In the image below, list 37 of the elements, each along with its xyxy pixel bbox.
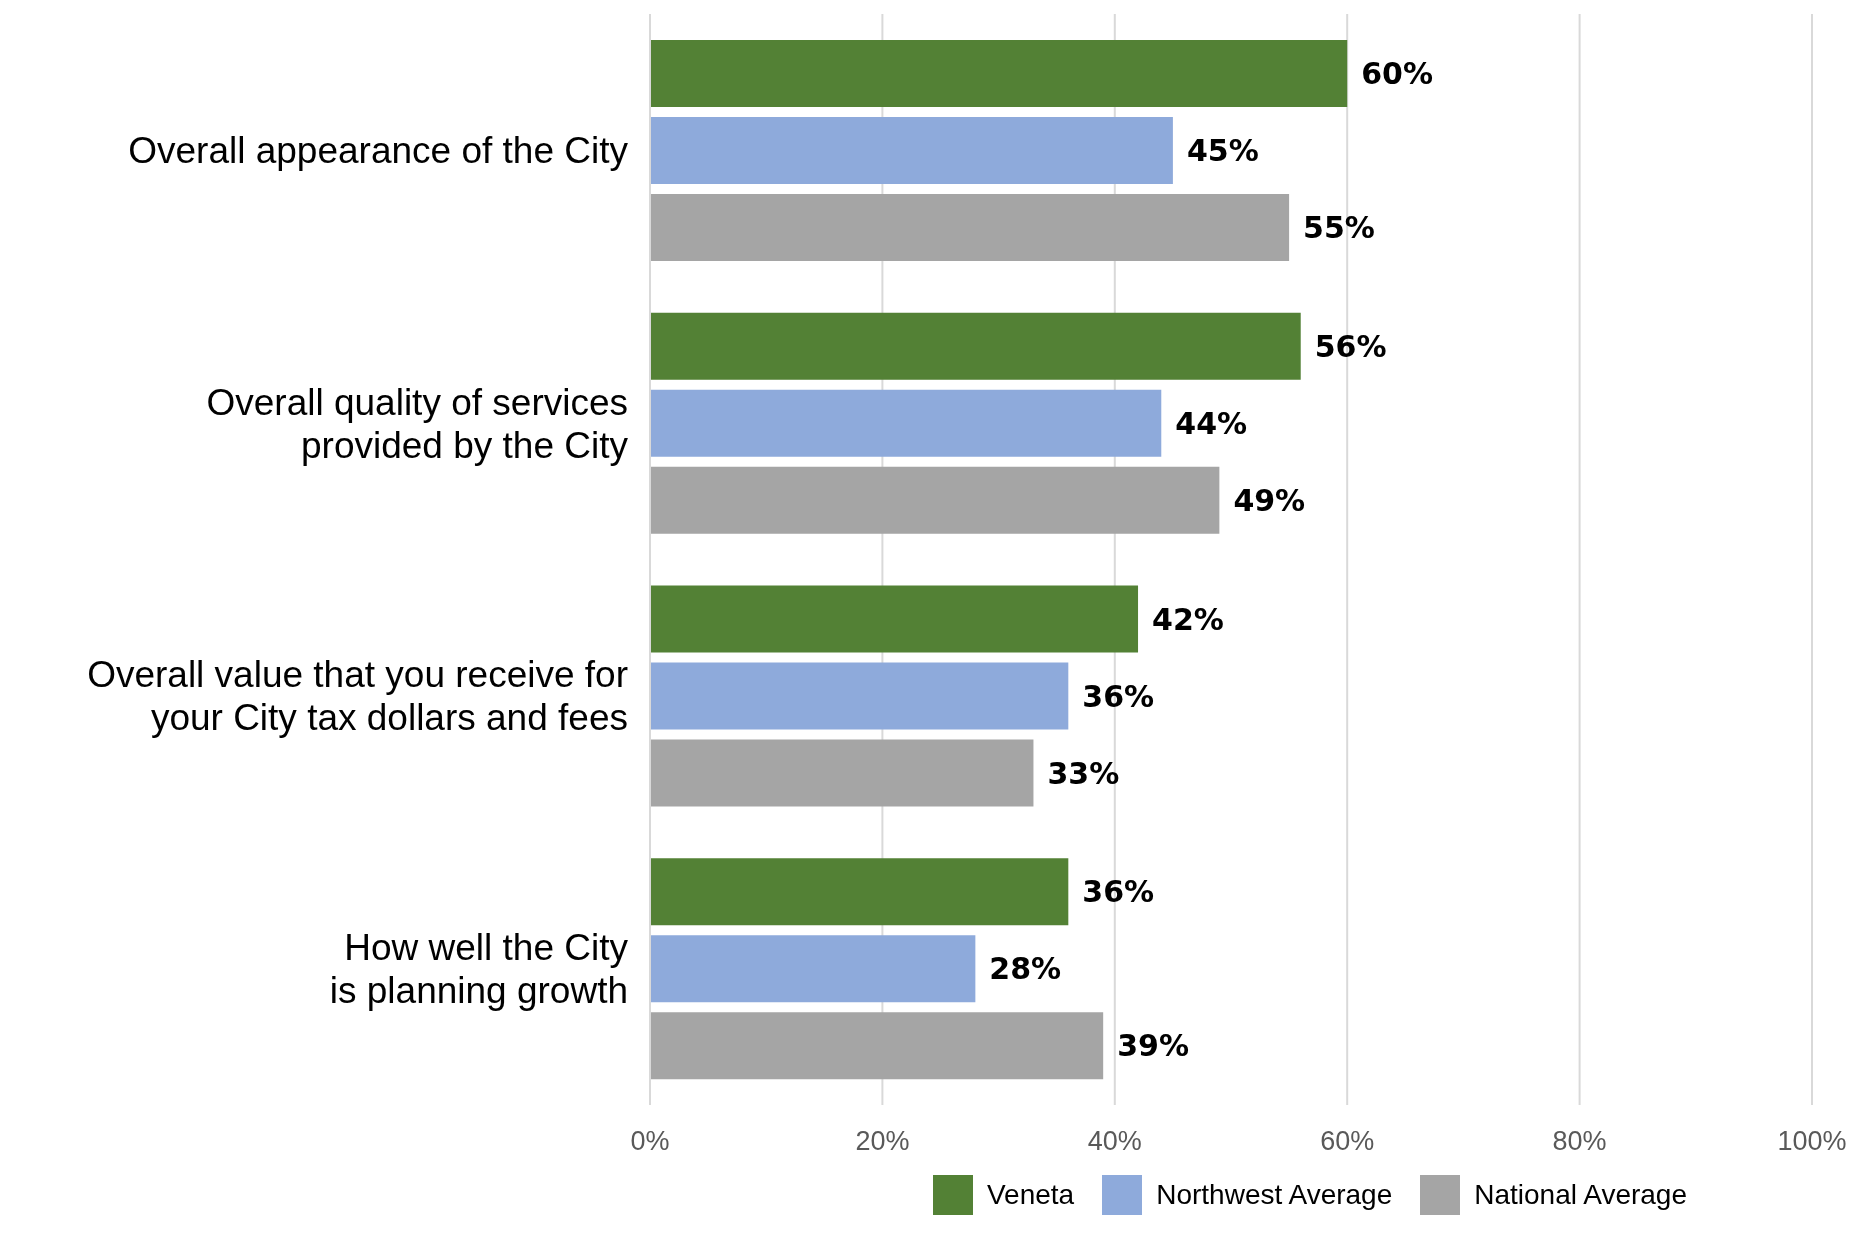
data-label: 39%: [1117, 1028, 1189, 1064]
data-label: 33%: [1047, 755, 1120, 791]
legend-label: National Average: [1473, 1178, 1687, 1212]
y-tick-label: How well the City is planning growth: [329, 926, 629, 1011]
x-tick-label: 100%: [1777, 1126, 1847, 1157]
bar: [650, 662, 1069, 730]
bar: [650, 194, 1290, 261]
data-label: 56%: [1314, 328, 1387, 364]
data-label: 49%: [1233, 482, 1306, 518]
data-label: 45%: [1186, 133, 1259, 168]
x-tick-label: 20%: [855, 1126, 910, 1157]
x-tick-label: 80%: [1552, 1126, 1607, 1157]
bar: [650, 1012, 1104, 1080]
y-tick-label: Overall value that you receive for your City tax dollars and fees: [87, 653, 628, 738]
data-label: 42%: [1152, 601, 1224, 637]
legend-label: Veneta: [986, 1178, 1075, 1212]
y-tick-label: Overall quality of services provided by the City: [206, 381, 629, 466]
data-label: 36%: [1082, 678, 1155, 714]
legend-label: Northwest Average: [1155, 1178, 1393, 1212]
y-tick-label: Overall appearance of the City: [128, 129, 629, 171]
x-tick-label: 40%: [1087, 1126, 1142, 1157]
x-tick-label: 0%: [630, 1126, 670, 1157]
data-label: 36%: [1082, 874, 1155, 910]
bar: [650, 40, 1348, 107]
bar: [650, 312, 1301, 380]
bar: [650, 739, 1034, 807]
bar: [650, 858, 1069, 926]
data-label: 60%: [1361, 56, 1434, 91]
data-label: 55%: [1303, 210, 1375, 245]
bar: [650, 935, 976, 1003]
bar: [650, 117, 1173, 184]
bar: [650, 389, 1162, 457]
bar: [650, 466, 1220, 534]
bar: [650, 585, 1139, 653]
data-label: 28%: [989, 951, 1062, 987]
data-label: 44%: [1175, 405, 1248, 441]
x-tick-label: 60%: [1320, 1126, 1375, 1157]
